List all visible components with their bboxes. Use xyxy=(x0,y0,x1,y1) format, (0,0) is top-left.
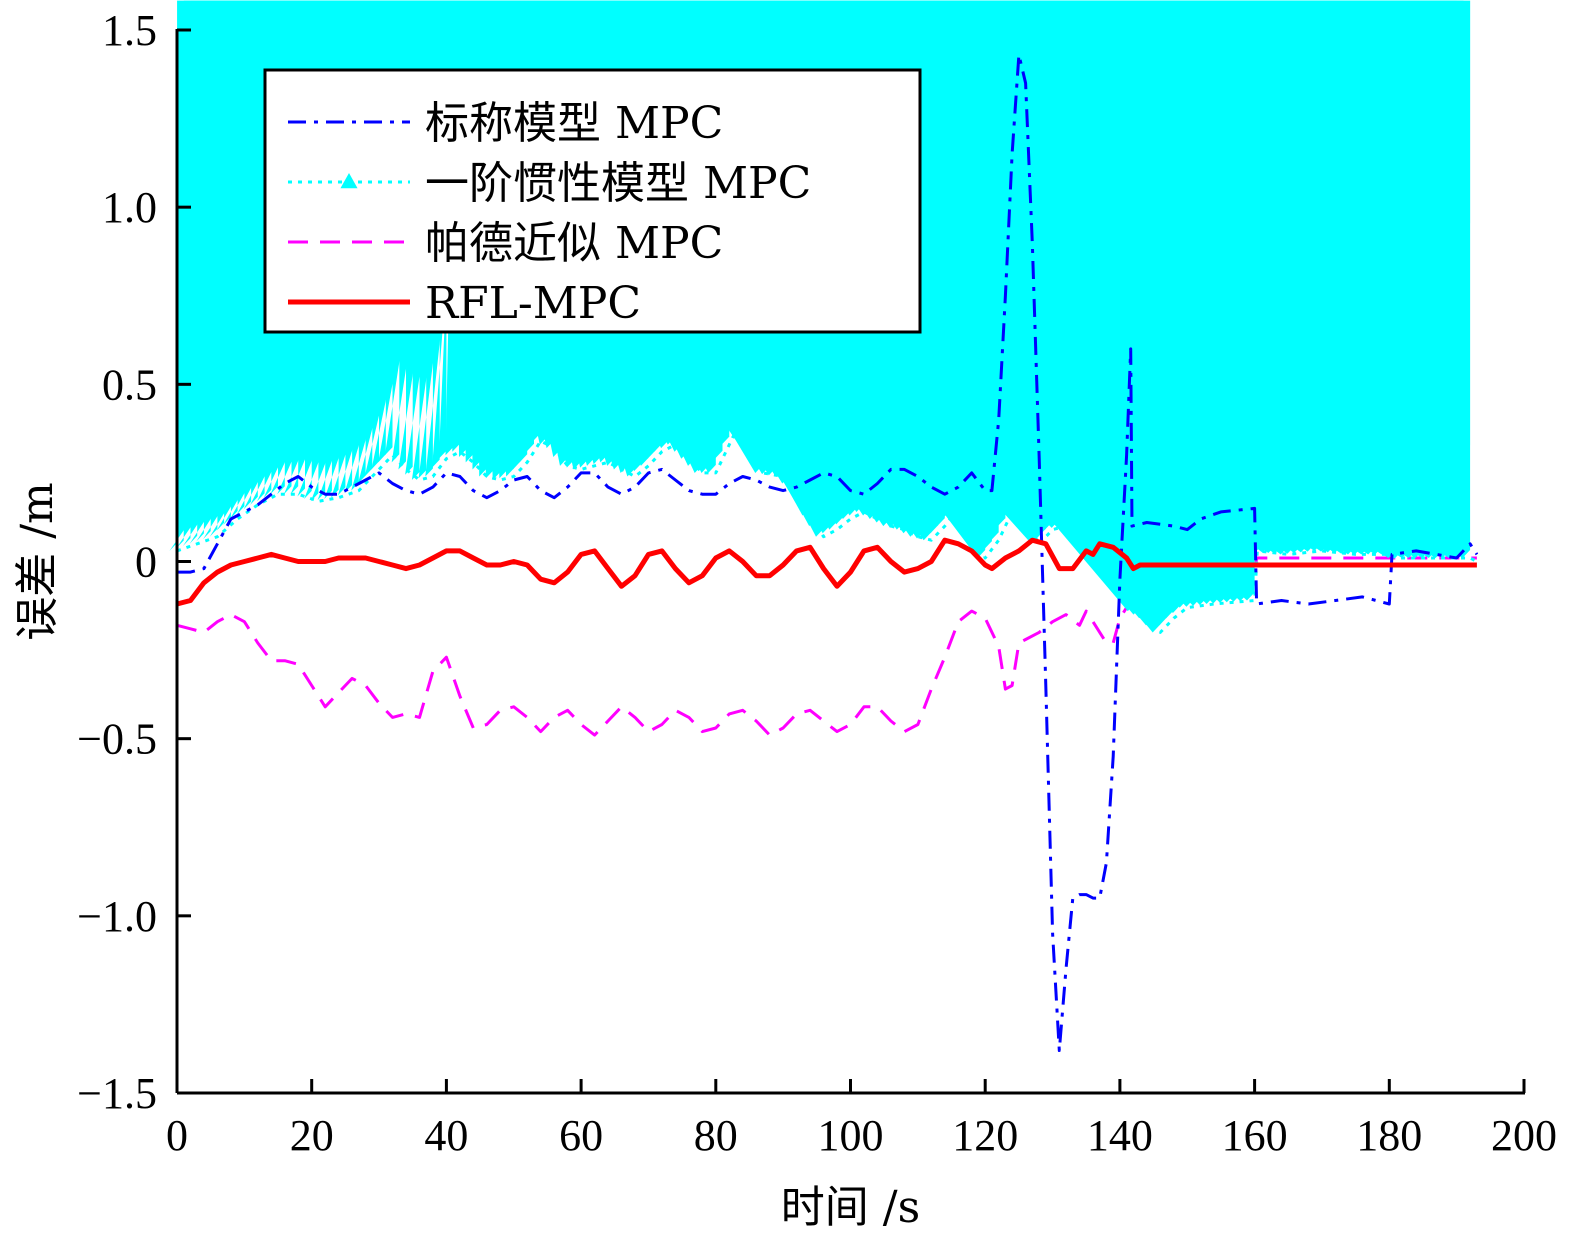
x-tick-label: 140 xyxy=(1087,1111,1153,1160)
legend: 标称模型 MPC 一阶惯性模型 MPC 帕德近似 MPC RFL-MPC xyxy=(263,68,922,334)
series-line xyxy=(177,53,1479,1052)
ticks: 0 20 40 60 80 100 120 140 160 180 200 −1.5 −1.0 −0.5 0… xyxy=(77,6,1557,1160)
y-tick-label: −1.5 xyxy=(77,1069,157,1118)
x-tick-label: 20 xyxy=(290,1111,334,1160)
legend-label: 标称模型 MPC xyxy=(425,98,723,149)
legend-marker xyxy=(340,173,358,189)
legend-box xyxy=(263,68,922,334)
x-tick-label: 40 xyxy=(424,1111,468,1160)
x-axis-title: 时间 /s xyxy=(781,1182,920,1233)
legend-label: 帕德近似 MPC xyxy=(425,218,723,269)
y-axis-title: 误差 /m xyxy=(12,482,63,641)
x-tick-label: 60 xyxy=(559,1111,603,1160)
x-tick-label: 120 xyxy=(952,1111,1018,1160)
legend-label: 一阶惯性模型 MPC xyxy=(425,158,811,209)
y-tick-label: 1.0 xyxy=(102,183,157,232)
x-tick-label: 100 xyxy=(818,1111,884,1160)
y-tick-label: −1.0 xyxy=(77,892,157,941)
y-tick-label: 0 xyxy=(135,538,157,587)
x-tick-label: 0 xyxy=(166,1111,188,1160)
y-tick-label: −0.5 xyxy=(77,715,157,764)
y-tick-label: 1.5 xyxy=(102,6,157,55)
series-line xyxy=(176,545,1477,737)
series-line xyxy=(176,537,1477,607)
x-tick-label: 80 xyxy=(694,1111,738,1160)
x-tick-label: 160 xyxy=(1222,1111,1288,1160)
x-tick-label: 180 xyxy=(1356,1111,1422,1160)
y-tick-label: 0.5 xyxy=(102,360,157,409)
x-tick-label: 200 xyxy=(1491,1111,1557,1160)
legend-label: RFL-MPC xyxy=(425,278,641,329)
